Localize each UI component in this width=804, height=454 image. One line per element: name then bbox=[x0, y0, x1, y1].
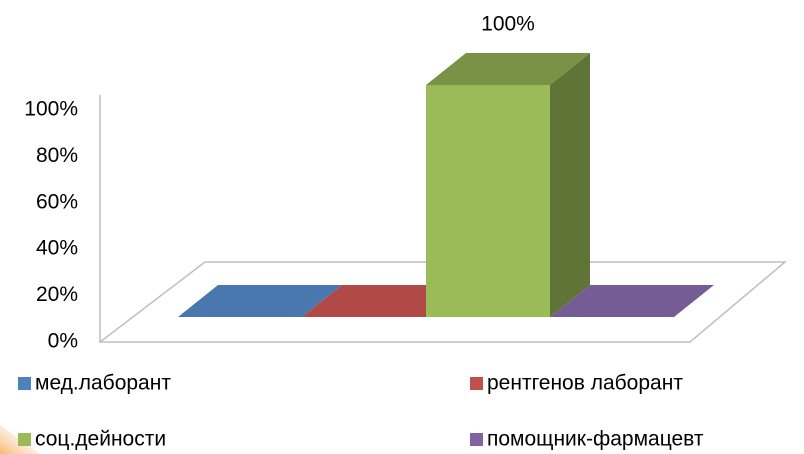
y-tick-label: 0% bbox=[48, 330, 78, 353]
y-tick-label: 20% bbox=[36, 283, 78, 306]
y-tick-label: 40% bbox=[36, 237, 78, 260]
bar-top bbox=[550, 285, 714, 317]
y-tick-label: 80% bbox=[36, 144, 78, 167]
legend-swatch bbox=[470, 377, 483, 390]
legend-swatch bbox=[18, 377, 31, 390]
legend-label: соц.дейности bbox=[35, 428, 166, 451]
bar-side bbox=[550, 53, 590, 317]
bar-top bbox=[426, 53, 590, 85]
y-tick-label: 100% bbox=[24, 98, 78, 121]
legend-label: помощник-фармацевт bbox=[487, 428, 704, 451]
bar-front bbox=[426, 85, 550, 317]
bar-top bbox=[178, 285, 342, 317]
legend-swatch bbox=[18, 433, 31, 446]
data-label: 100% bbox=[481, 13, 535, 36]
bar-top bbox=[302, 285, 466, 317]
legend-swatch bbox=[470, 433, 483, 446]
y-tick-label: 60% bbox=[36, 190, 78, 213]
legend-label: мед.лаборант bbox=[35, 372, 171, 395]
legend-label: рентгенов лаборант bbox=[487, 372, 683, 395]
